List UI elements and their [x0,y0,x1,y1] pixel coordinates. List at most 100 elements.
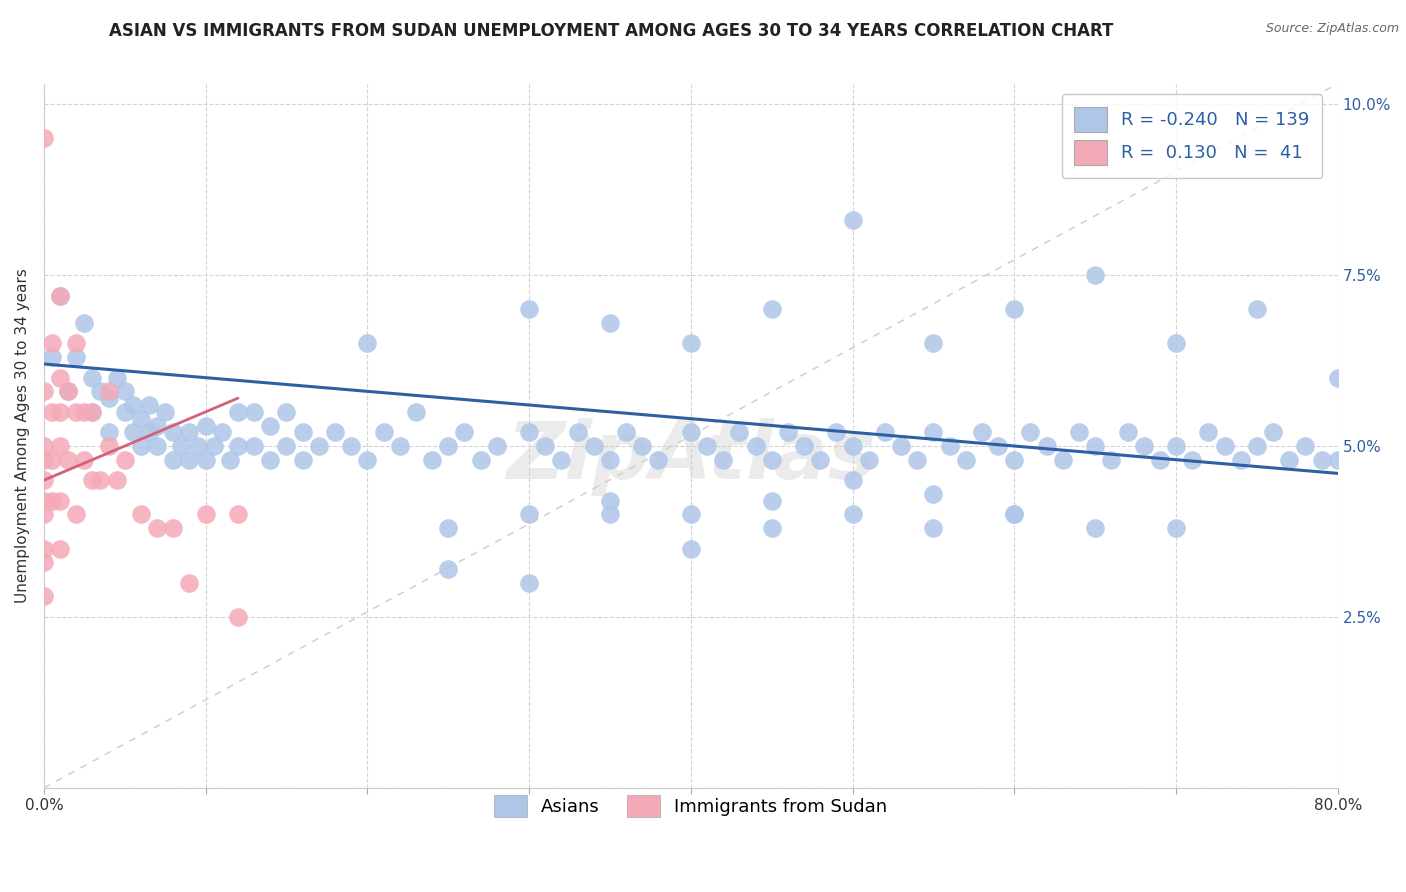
Point [323,425,346,440]
Point [32,555,55,569]
Point [49,288,72,302]
Point [1197,425,1219,440]
Point [194,508,217,522]
Point [631,439,654,453]
Point [32,131,55,145]
Point [194,452,217,467]
Point [679,336,702,351]
Point [138,398,160,412]
Point [1246,302,1268,317]
Point [32,590,55,604]
Point [1261,425,1284,440]
Point [599,508,621,522]
Point [534,439,557,453]
Point [1002,302,1025,317]
Point [121,425,143,440]
Point [179,575,201,590]
Point [1002,452,1025,467]
Point [356,452,378,467]
Point [41,405,63,419]
Point [987,439,1010,453]
Point [437,562,460,576]
Point [202,439,225,453]
Point [873,425,896,440]
Point [938,439,960,453]
Point [276,405,298,419]
Point [679,508,702,522]
Point [291,452,314,467]
Point [1084,268,1107,282]
Point [614,425,637,440]
Point [1002,508,1025,522]
Point [276,439,298,453]
Point [194,418,217,433]
Point [121,398,143,412]
Point [1294,439,1316,453]
Point [679,541,702,556]
Point [1164,336,1187,351]
Point [179,425,201,440]
Point [1149,452,1171,467]
Text: Source: ZipAtlas.com: Source: ZipAtlas.com [1265,22,1399,36]
Point [1278,452,1301,467]
Point [82,405,104,419]
Point [65,336,87,351]
Point [97,439,120,453]
Point [922,487,945,501]
Point [711,452,734,467]
Text: ZipAtlas: ZipAtlas [506,417,876,496]
Point [97,391,120,405]
Point [146,521,169,535]
Point [517,302,540,317]
Point [1052,452,1074,467]
Point [1164,439,1187,453]
Point [65,508,87,522]
Point [65,350,87,364]
Point [129,411,152,425]
Point [105,473,128,487]
Point [162,452,184,467]
Point [437,521,460,535]
Point [922,425,945,440]
Point [1116,425,1139,440]
Text: ASIAN VS IMMIGRANTS FROM SUDAN UNEMPLOYMENT AMONG AGES 30 TO 34 YEARS CORRELATIO: ASIAN VS IMMIGRANTS FROM SUDAN UNEMPLOYM… [110,22,1114,40]
Point [1310,452,1333,467]
Point [259,452,281,467]
Point [728,425,751,440]
Point [49,541,72,556]
Point [356,336,378,351]
Y-axis label: Unemployment Among Ages 30 to 34 years: Unemployment Among Ages 30 to 34 years [15,268,30,603]
Point [56,384,79,399]
Point [1099,452,1122,467]
Point [1181,452,1204,467]
Point [146,439,169,453]
Point [146,418,169,433]
Point [550,452,572,467]
Point [761,493,783,508]
Point [226,610,249,624]
Point [696,439,718,453]
Point [170,439,193,453]
Point [599,493,621,508]
Point [517,508,540,522]
Point [761,452,783,467]
Point [970,425,993,440]
Point [1067,425,1090,440]
Point [49,288,72,302]
Point [744,439,766,453]
Point [259,418,281,433]
Point [955,452,977,467]
Point [97,384,120,399]
Point [841,213,863,227]
Point [162,425,184,440]
Point [1002,508,1025,522]
Point [485,439,508,453]
Point [32,473,55,487]
Point [453,425,475,440]
Point [56,384,79,399]
Point [114,405,136,419]
Legend: Asians, Immigrants from Sudan: Asians, Immigrants from Sudan [488,789,894,824]
Point [32,384,55,399]
Point [373,425,395,440]
Point [776,425,799,440]
